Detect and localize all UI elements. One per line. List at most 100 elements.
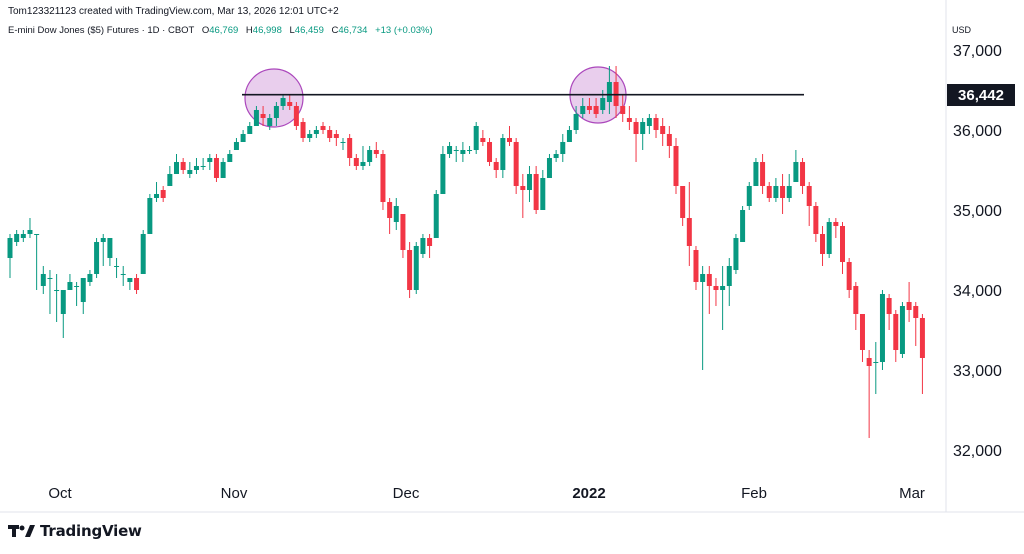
candle <box>247 122 253 134</box>
candle <box>280 94 286 110</box>
candle <box>174 154 179 174</box>
candle <box>813 202 819 242</box>
y-tick-label: 32,000 <box>953 443 1002 460</box>
candle <box>233 138 239 150</box>
y-tick-label: 33,000 <box>953 363 1002 380</box>
candle <box>27 218 33 238</box>
candle <box>773 178 779 202</box>
symbol-legend: E-mini Dow Jones ($5) Futures · 1D · CBO… <box>8 25 433 36</box>
high-label: H <box>245 25 253 36</box>
candle <box>646 114 652 134</box>
candle <box>80 278 86 314</box>
tradingview-logo-icon <box>8 525 35 537</box>
candle <box>859 314 865 362</box>
candle <box>207 154 213 170</box>
candle <box>14 230 20 246</box>
candle <box>413 242 419 294</box>
candle <box>766 182 772 202</box>
candle <box>780 174 786 214</box>
candle <box>726 258 732 306</box>
candle <box>480 130 486 146</box>
candle <box>487 138 493 166</box>
candle <box>240 130 246 142</box>
price-tag-text: 36,442 <box>958 87 1004 104</box>
open-label: O <box>201 25 210 36</box>
candle <box>253 106 259 126</box>
x-tick-label: Nov <box>221 485 248 502</box>
x-tick-label: Oct <box>48 485 72 502</box>
candle <box>573 106 579 134</box>
candle <box>220 158 226 178</box>
candle <box>713 278 719 306</box>
candle <box>507 126 512 146</box>
candle <box>493 158 499 178</box>
candle <box>453 146 459 162</box>
candle <box>913 302 919 346</box>
candle <box>919 314 925 394</box>
candle <box>367 146 373 166</box>
candle <box>60 290 66 338</box>
candle <box>147 194 153 234</box>
candle <box>693 246 699 290</box>
price-label-tag: 36,442 <box>947 84 1015 106</box>
candle <box>213 154 219 182</box>
candle <box>846 258 852 298</box>
time-axis[interactable]: Oct Nov Dec 2022 Feb Mar <box>48 485 925 502</box>
candle <box>193 158 199 174</box>
candle <box>906 282 912 322</box>
candle <box>160 186 166 202</box>
candle <box>673 138 679 194</box>
highlight-circle[interactable] <box>244 68 304 128</box>
highlight-circles[interactable] <box>244 66 627 128</box>
tradingview-brand[interactable]: TradingView <box>8 522 142 540</box>
candle <box>666 126 672 158</box>
price-axis[interactable]: 37,000 36,000 35,000 34,000 33,000 32,000 <box>953 43 1002 460</box>
symbol-title[interactable]: E-mini Dow Jones ($5) Futures · 1D · CBO… <box>8 25 195 36</box>
change-value: +13 (+0.03%) <box>375 25 433 36</box>
candle <box>720 266 726 330</box>
candle <box>127 278 133 290</box>
candle <box>387 198 393 234</box>
candle <box>47 270 53 314</box>
candle <box>760 154 766 194</box>
candle <box>740 206 746 242</box>
candle <box>700 266 706 370</box>
candle <box>786 174 792 202</box>
candle <box>120 266 126 286</box>
candle <box>154 182 160 202</box>
candles-group <box>7 66 925 438</box>
candle <box>353 154 359 170</box>
candle <box>134 274 140 294</box>
candle <box>360 146 366 170</box>
candle <box>307 130 313 142</box>
candle <box>260 106 266 126</box>
candle <box>473 122 479 154</box>
candle <box>140 230 146 274</box>
candle <box>327 126 333 142</box>
currency-label[interactable]: USD <box>952 25 972 35</box>
candle <box>433 190 439 238</box>
candle <box>873 342 879 394</box>
candle <box>114 258 120 278</box>
candle <box>460 142 466 162</box>
candle <box>820 226 826 266</box>
candle <box>7 234 13 278</box>
close-value: 46,734 <box>338 25 368 36</box>
candle <box>313 126 319 138</box>
candle <box>879 290 885 370</box>
candle <box>606 66 612 114</box>
candle <box>20 230 26 242</box>
candle <box>546 154 552 178</box>
candle <box>806 182 812 226</box>
candle <box>586 98 592 114</box>
x-tick-label: Feb <box>741 485 767 502</box>
candle <box>407 242 413 298</box>
candle <box>746 182 752 210</box>
candle <box>67 274 73 290</box>
candle <box>420 234 426 258</box>
candle <box>833 218 839 238</box>
candle <box>467 146 473 154</box>
candle <box>107 238 113 266</box>
candle <box>373 142 379 158</box>
